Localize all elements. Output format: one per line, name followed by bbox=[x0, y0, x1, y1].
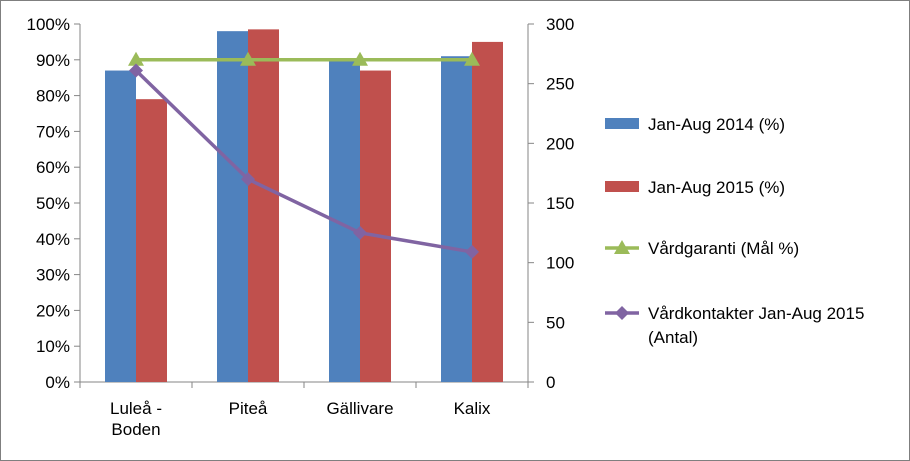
legend-label: Vårdgaranti (Mål %) bbox=[648, 239, 799, 258]
triangle-marker bbox=[352, 51, 368, 66]
left-tick-label: 80% bbox=[36, 87, 70, 106]
legend-label: Jan-Aug 2014 (%) bbox=[648, 115, 785, 134]
x-tick-label-line: Kalix bbox=[454, 399, 491, 418]
diamond-marker bbox=[129, 63, 143, 78]
plot-area: 0% 10% 20% 30% 40% 50% 60% 70% 80% 90% 100% 0 50 100 1… bbox=[27, 15, 575, 439]
triangle-marker bbox=[464, 51, 480, 66]
x-tick-label-line: Luleå - bbox=[110, 399, 162, 418]
right-tick-label: 50 bbox=[546, 313, 565, 332]
bar-1 bbox=[441, 56, 472, 382]
right-tick-label: 0 bbox=[546, 373, 555, 392]
diamond-marker bbox=[353, 225, 367, 240]
left-tick-label: 70% bbox=[36, 122, 70, 141]
x-tick-label: Piteå bbox=[229, 399, 268, 418]
legend-label: Jan-Aug 2015 (%) bbox=[648, 178, 785, 197]
legend-swatch bbox=[605, 118, 639, 129]
left-tick-label: 60% bbox=[36, 158, 70, 177]
left-tick-label: 30% bbox=[36, 266, 70, 285]
left-tick-label: 50% bbox=[36, 194, 70, 213]
x-tick-label-line: Piteå bbox=[229, 399, 268, 418]
triangle-marker bbox=[128, 51, 144, 66]
legend-label-line: (Antal) bbox=[648, 328, 698, 347]
legend-triangle-marker bbox=[614, 240, 630, 254]
left-tick-label: 0% bbox=[45, 373, 70, 392]
legend-label-line: Vårdgaranti (Mål %) bbox=[648, 239, 799, 258]
legend-label-line: Jan-Aug 2015 (%) bbox=[648, 178, 785, 197]
right-tick-label: 200 bbox=[546, 134, 574, 153]
bar-2 bbox=[472, 41, 503, 383]
diamond-marker bbox=[465, 244, 479, 259]
x-tick-label: Kalix bbox=[454, 399, 491, 418]
legend-label: Vårdkontakter Jan-Aug 2015 (Antal) bbox=[648, 304, 864, 347]
x-tick-label: Gällivare bbox=[326, 399, 393, 418]
left-tick-label: 90% bbox=[36, 51, 70, 70]
series-line-diamond bbox=[134, 69, 473, 254]
left-tick-label: 20% bbox=[36, 301, 70, 320]
legend-label-line: Jan-Aug 2014 (%) bbox=[648, 115, 785, 134]
left-tick-label: 100% bbox=[27, 15, 70, 34]
diamond-marker bbox=[241, 172, 255, 187]
legend: Jan-Aug 2014 (%) Jan-Aug 2015 (%) Vårdgara… bbox=[605, 115, 864, 347]
right-tick-label: 250 bbox=[546, 75, 574, 94]
left-tick-label: 10% bbox=[36, 337, 70, 356]
bar-1 bbox=[217, 31, 248, 382]
right-tick-label: 100 bbox=[546, 254, 574, 273]
bar-2 bbox=[360, 70, 391, 382]
bar-2 bbox=[136, 99, 167, 383]
right-tick-label: 300 bbox=[546, 15, 574, 34]
bar-1 bbox=[105, 70, 136, 382]
legend-label-line: Vårdkontakter Jan-Aug 2015 bbox=[648, 304, 864, 323]
bar-2 bbox=[248, 29, 279, 383]
triangle-marker bbox=[240, 51, 256, 66]
x-tick-label: Luleå - Boden bbox=[110, 399, 162, 439]
legend-swatch bbox=[605, 181, 639, 192]
x-tick-label-line: Boden bbox=[111, 420, 160, 439]
x-tick-label-line: Gällivare bbox=[326, 399, 393, 418]
right-tick-label: 150 bbox=[546, 194, 574, 213]
left-tick-label: 40% bbox=[36, 230, 70, 249]
legend-diamond-marker bbox=[615, 306, 629, 320]
